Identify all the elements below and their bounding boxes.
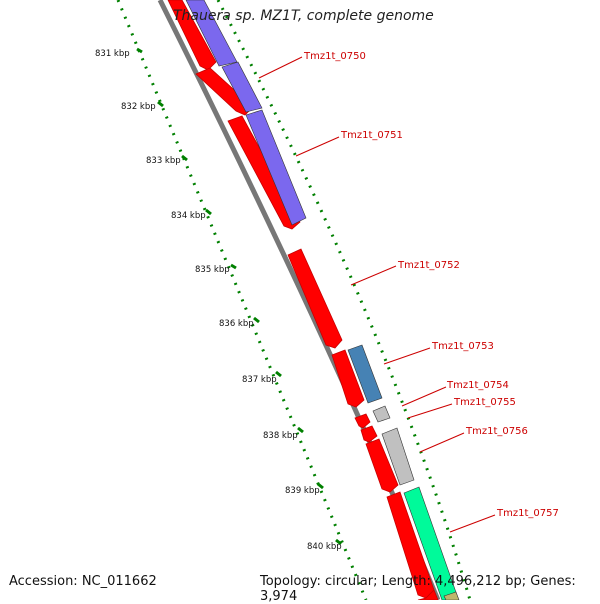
tick-label-834: 834 kbp (171, 211, 206, 221)
accession-text: Accession: NC_011662 (9, 574, 157, 589)
tick-label-833: 833 kbp (146, 156, 181, 166)
tick-label-836: 836 kbp (219, 319, 254, 329)
gene-labels: Tmz1t_0750 Tmz1t_0751 Tmz1t_0752 Tmz1t_0… (303, 51, 559, 519)
cds-feature[interactable] (417, 589, 439, 600)
cog-feature-purple[interactable] (245, 109, 307, 226)
cds-feature[interactable] (167, 0, 217, 71)
inner-tick-ring (116, 0, 368, 600)
gene-label-0755[interactable]: Tmz1t_0755 (453, 397, 516, 408)
cog-feature-gray[interactable] (372, 405, 391, 423)
map-title: Thauera sp. MZ1T, complete genome (173, 8, 434, 24)
tick-labels: 831 kbp 832 kbp 833 kbp 834 kbp 835 kbp … (95, 49, 342, 552)
tick-label-839: 839 kbp (285, 486, 320, 496)
gene-label-0750[interactable]: Tmz1t_0750 (303, 51, 366, 62)
tick-label-837: 837 kbp (242, 375, 277, 385)
cog-feature-blue[interactable] (347, 344, 383, 404)
cog-feature-gray[interactable] (381, 427, 415, 486)
cds-feature[interactable] (287, 248, 343, 349)
cog-features (185, 0, 460, 600)
major-ticks (136, 47, 342, 546)
gene-leaders (258, 56, 496, 533)
tick-label-835: 835 kbp (195, 265, 230, 275)
cog-feature-khaki[interactable] (443, 591, 460, 600)
gene-label-0752[interactable]: Tmz1t_0752 (397, 260, 460, 271)
cog-feature-purple[interactable] (221, 61, 263, 113)
tick-label-832: 832 kbp (121, 102, 156, 112)
tick-label-831: 831 kbp (95, 49, 130, 59)
cds-feature[interactable] (354, 413, 371, 429)
gene-label-0754[interactable]: Tmz1t_0754 (446, 380, 509, 391)
tick-label-838: 838 kbp (263, 431, 298, 441)
outer-tick-ring (216, 0, 472, 600)
gene-label-0751[interactable]: Tmz1t_0751 (340, 130, 403, 141)
gene-label-0753[interactable]: Tmz1t_0753 (431, 341, 494, 352)
gene-label-0756[interactable]: Tmz1t_0756 (465, 426, 528, 437)
cds-feature[interactable] (360, 425, 378, 443)
cds-feature[interactable] (365, 438, 399, 493)
tick-label-840: 840 kbp (307, 542, 342, 552)
cds-feature[interactable] (331, 349, 365, 408)
gene-label-0757[interactable]: Tmz1t_0757 (496, 508, 559, 519)
